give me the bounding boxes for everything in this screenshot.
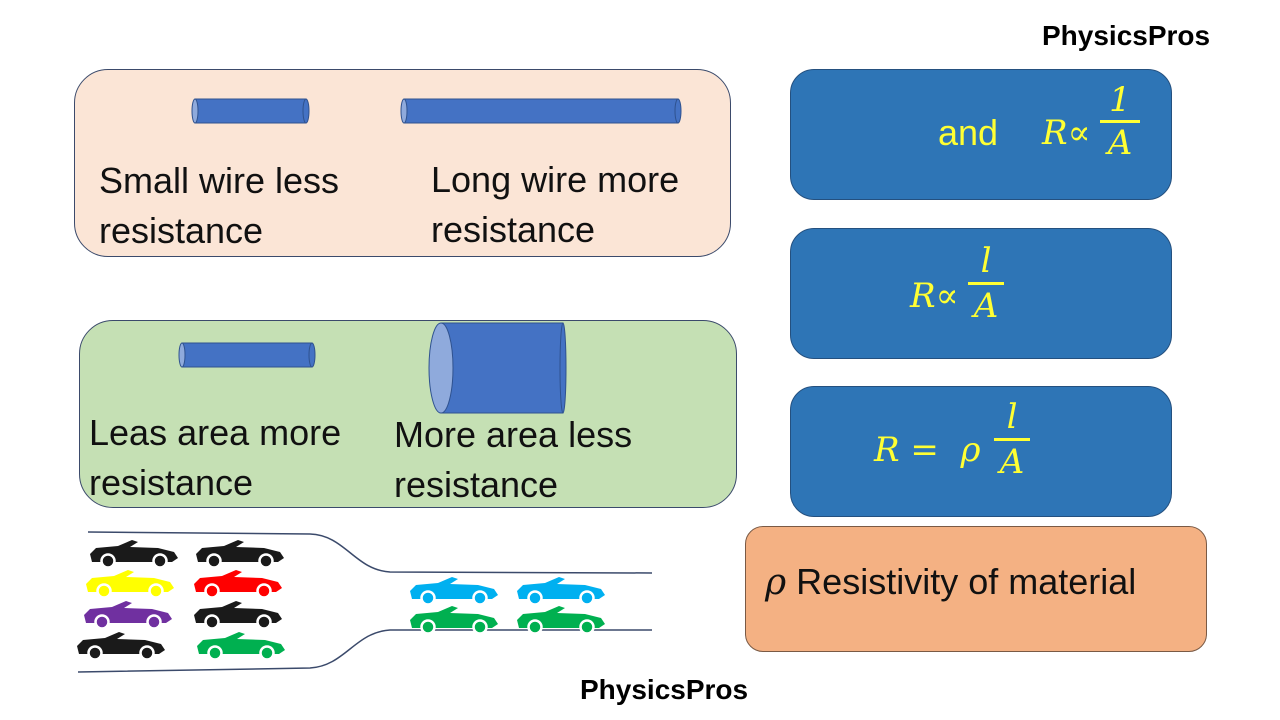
equation-box-area [790,69,1172,200]
car-icon [194,570,282,599]
equation-2-numerator: l [980,241,992,281]
road-top-edge [87,531,653,574]
fraction-bar [1100,120,1140,123]
thick-wire-caption-line2: resistance [394,464,559,505]
traffic-analogy [77,531,653,673]
wire-area-illustration [178,322,567,414]
long-wire-caption-line2: resistance [431,209,596,250]
equation-1-denominator: A [1107,122,1133,163]
thin-wire-caption-line1: Leas area more [89,412,342,453]
car-icon [197,632,285,661]
equation-3-denominator: A [999,441,1025,482]
equation-box-proportional [790,228,1172,359]
car-icon [410,577,498,606]
resistivity-box [745,526,1207,652]
short-wire-caption: Small wire less resistance [99,156,339,256]
long-wire-caption: Long wire more resistance [431,155,679,255]
wire-area-panel [79,320,737,508]
equation-3-fraction: l A [994,396,1030,483]
short-wire [191,98,310,124]
car-icon [194,601,282,630]
equation-2-fraction: l A [968,240,1004,327]
car-icon [517,606,605,635]
equation-1-numerator: 1 [1109,80,1131,120]
thick-wire-caption: More area less resistance [394,410,632,510]
road-bottom-edge [77,629,652,673]
car-icon [84,601,172,630]
car-icon [90,540,178,569]
short-wire-caption-line2: resistance [99,210,264,251]
resistivity-text: Resistivity of material [786,561,1137,602]
resistivity-label: ρ Resistivity of material [765,561,1136,603]
car-icon [517,577,605,606]
thin-wire [178,342,316,368]
fraction-bar [968,282,1004,285]
wire-length-illustration [191,98,682,124]
car-icon [77,632,165,661]
long-wire [400,98,682,124]
long-wire-caption-line1: Long wire more [431,159,680,200]
brand-bottom: PhysicsPros [580,674,749,705]
equation-3-numerator: l [1006,397,1018,437]
car-icon [86,570,174,599]
rho-symbol: ρ [765,562,787,603]
thick-wire [428,322,567,414]
thin-wire-caption: Leas area more resistance [89,408,341,508]
equation-and: and [938,112,998,154]
thin-wire-caption-line2: resistance [89,462,254,503]
thick-wire-caption-line1: More area less [394,414,633,455]
equation-2-denominator: A [973,285,999,326]
equation-1-fraction: 1 A [1100,80,1140,163]
equation-2-lhs: R∝ [910,276,959,316]
fraction-bar [994,438,1030,441]
equation-box-resistance [790,386,1172,517]
short-wire-caption-line1: Small wire less [99,160,340,201]
car-icon [196,540,284,569]
brand-top: PhysicsPros [1042,20,1211,51]
and-word: and [938,112,999,153]
equation-1-lhs: R∝ [1042,113,1091,153]
equation-3-lhs: R = ρ [874,430,981,470]
car-icon [410,606,498,635]
